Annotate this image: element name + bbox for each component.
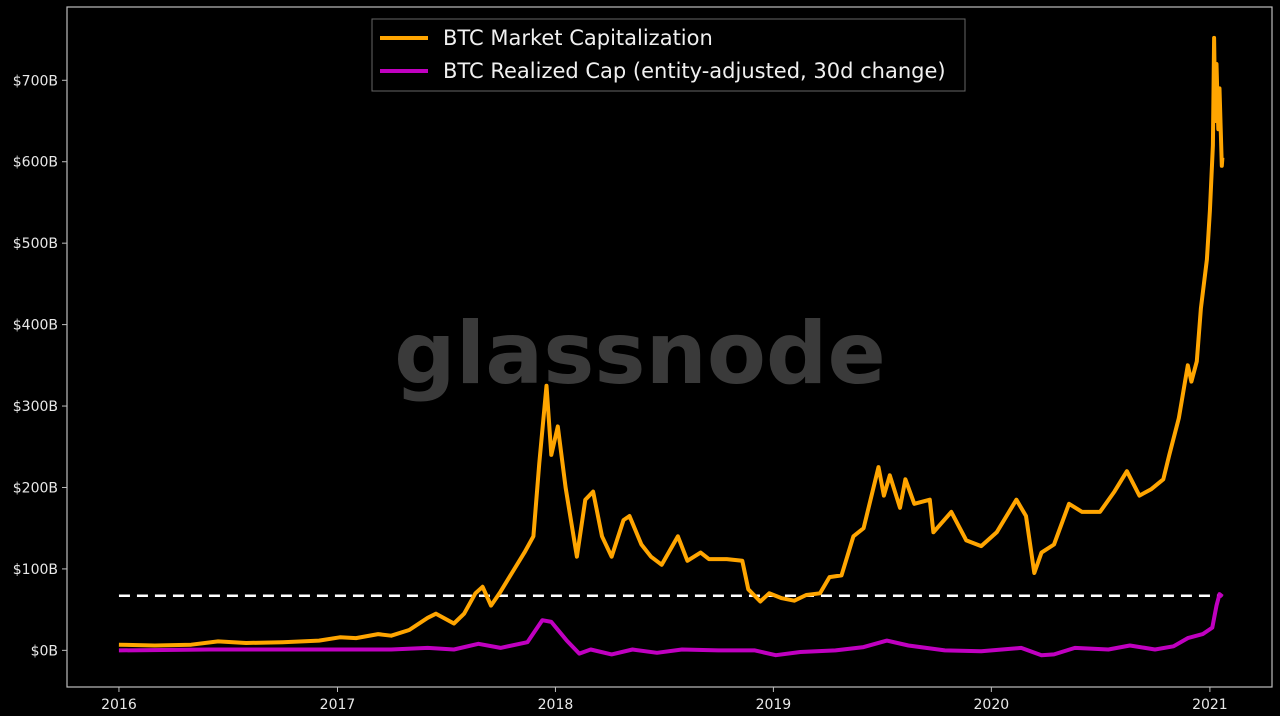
- y-tick-label: $200B: [13, 480, 58, 496]
- x-tick-label: 2019: [756, 697, 792, 713]
- legend-label-realized-cap: BTC Realized Cap (entity-adjusted, 30d c…: [443, 59, 946, 83]
- y-tick-label: $400B: [13, 318, 58, 334]
- y-tick-label: $500B: [13, 236, 58, 252]
- x-axis: 2016 2017 2018 2019 2020 2021: [101, 687, 1228, 713]
- y-tick-label: $600B: [13, 155, 58, 171]
- plot-frame: [66, 6, 1273, 688]
- watermark-glassnode: glassnode: [394, 304, 886, 404]
- x-tick-label: 2017: [320, 697, 356, 713]
- y-tick-label: $700B: [13, 73, 58, 89]
- legend-label-market-cap: BTC Market Capitalization: [443, 26, 713, 50]
- legend-box: [371, 18, 966, 92]
- x-tick-label: 2016: [101, 697, 137, 713]
- series-line-market-cap: [118, 35, 1225, 648]
- y-tick-label: $300B: [13, 399, 58, 415]
- series-lines: [118, 35, 1225, 658]
- y-axis: $0B $100B $200B $300B $400B $500B $600B $700B: [13, 73, 67, 659]
- x-tick-label: 2018: [538, 697, 574, 713]
- legend: BTC Market Capitalization BTC Realized C…: [371, 18, 966, 92]
- y-tick-label: $0B: [31, 643, 58, 659]
- y-tick-label: $100B: [13, 562, 58, 578]
- x-tick-label: 2020: [974, 697, 1010, 713]
- series-line-realized-cap: [118, 592, 1224, 658]
- x-tick-label: 2021: [1192, 697, 1228, 713]
